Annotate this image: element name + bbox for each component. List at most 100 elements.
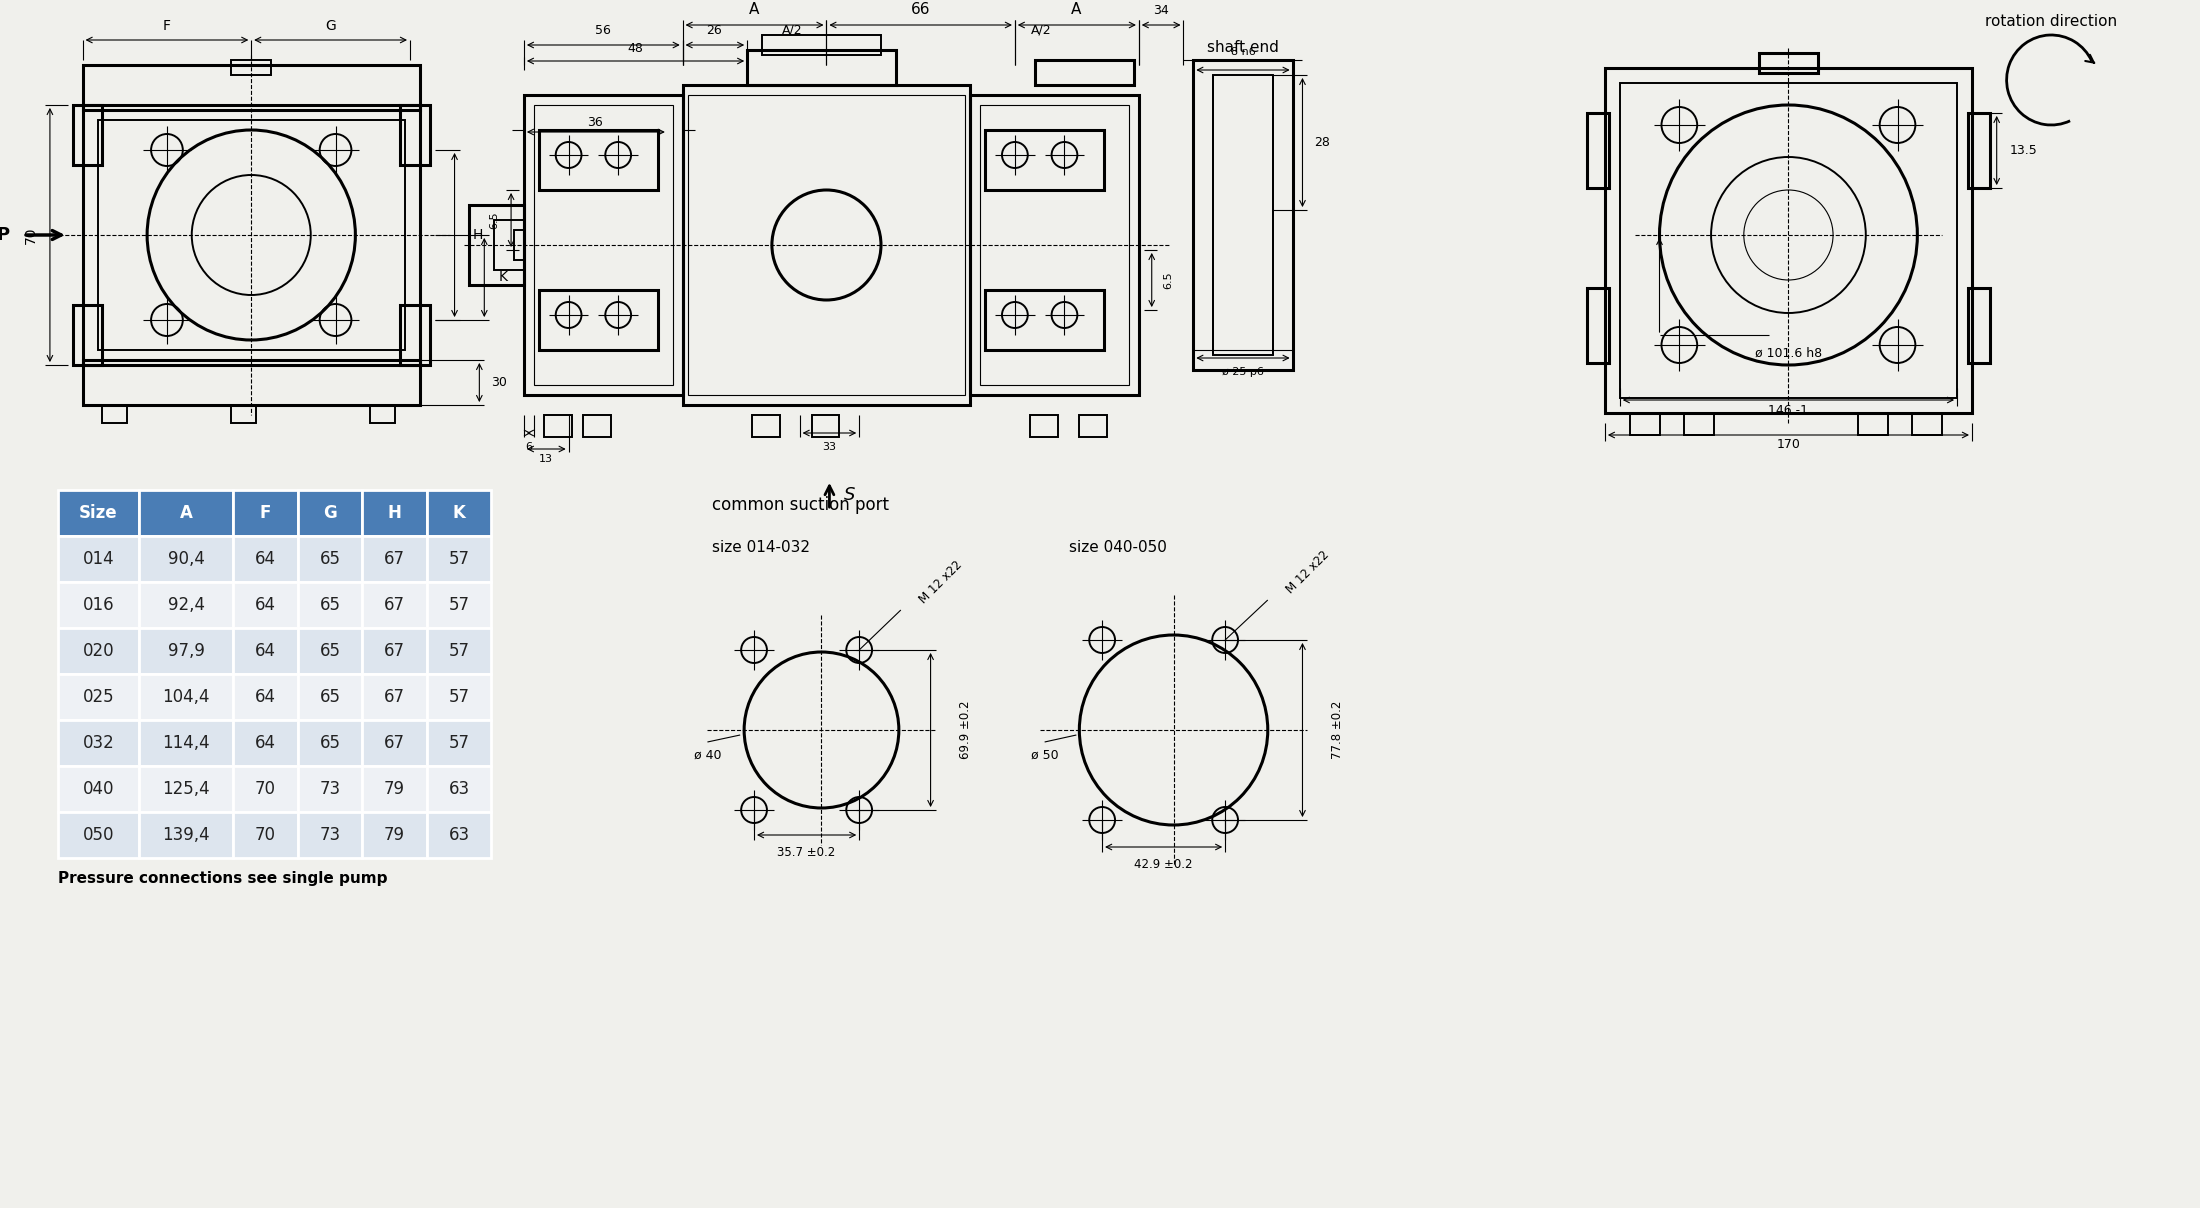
Text: 64: 64 <box>255 596 277 614</box>
Text: ø 50: ø 50 <box>1032 749 1058 761</box>
Text: 13: 13 <box>539 454 552 464</box>
Text: ø 40: ø 40 <box>693 749 722 761</box>
Text: A/2: A/2 <box>1032 23 1052 36</box>
Text: 8 n6: 8 n6 <box>1230 47 1256 57</box>
Text: 6.5: 6.5 <box>488 211 499 228</box>
Bar <box>427 628 491 674</box>
Text: 64: 64 <box>255 734 277 753</box>
Text: 64: 64 <box>255 689 277 705</box>
Bar <box>363 720 427 766</box>
Text: G: G <box>326 19 337 33</box>
Bar <box>761 35 880 56</box>
Text: 67: 67 <box>385 689 405 705</box>
Bar <box>233 582 297 628</box>
Text: 6.5: 6.5 <box>1164 271 1173 289</box>
Bar <box>986 130 1104 190</box>
Text: 70: 70 <box>255 780 277 798</box>
Text: 30: 30 <box>491 377 508 389</box>
Text: 35.7 ±0.2: 35.7 ±0.2 <box>777 846 836 859</box>
Bar <box>233 490 297 536</box>
Bar <box>297 812 363 858</box>
Bar <box>1912 413 1943 435</box>
Text: 104,4: 104,4 <box>163 689 209 705</box>
Text: 77.8 ±0.2: 77.8 ±0.2 <box>1331 701 1344 759</box>
Bar <box>57 582 139 628</box>
Bar <box>297 582 363 628</box>
Text: S: S <box>843 486 856 504</box>
Bar <box>1586 288 1608 362</box>
Bar <box>57 720 139 766</box>
Text: 114,4: 114,4 <box>163 734 209 753</box>
Text: 63: 63 <box>449 826 469 844</box>
Text: 040: 040 <box>84 780 114 798</box>
Bar <box>400 304 429 365</box>
Text: 032: 032 <box>84 734 114 753</box>
Text: 28: 28 <box>1313 135 1331 149</box>
Bar <box>103 405 128 423</box>
Text: 57: 57 <box>449 596 469 614</box>
Bar <box>57 536 139 582</box>
Bar <box>84 105 420 365</box>
Bar <box>370 405 396 423</box>
Text: 13.5: 13.5 <box>2009 144 2037 157</box>
Bar <box>139 490 233 536</box>
Text: 56: 56 <box>596 23 612 36</box>
Bar <box>427 766 491 812</box>
Bar <box>139 674 233 720</box>
Bar <box>363 490 427 536</box>
Bar <box>427 720 491 766</box>
Text: 48: 48 <box>627 41 642 54</box>
Text: P: P <box>0 226 9 244</box>
Text: 97,9: 97,9 <box>167 641 205 660</box>
Text: 014: 014 <box>84 550 114 568</box>
Text: A: A <box>180 504 194 522</box>
Text: 57: 57 <box>449 641 469 660</box>
Bar <box>233 720 297 766</box>
Bar <box>233 674 297 720</box>
Bar <box>297 720 363 766</box>
Text: 64: 64 <box>255 641 277 660</box>
Bar <box>689 95 966 395</box>
Bar <box>57 674 139 720</box>
Text: M 12 x22: M 12 x22 <box>1283 548 1331 596</box>
Text: 146 -1: 146 -1 <box>1769 403 1808 417</box>
Bar <box>57 812 139 858</box>
Text: A/2: A/2 <box>781 23 803 36</box>
Bar <box>1192 60 1294 370</box>
Bar <box>748 50 895 85</box>
Text: 67: 67 <box>385 550 405 568</box>
Text: 65: 65 <box>319 689 341 705</box>
Bar <box>1969 114 1989 188</box>
Text: H: H <box>473 228 482 242</box>
Bar <box>539 130 658 190</box>
Text: 57: 57 <box>449 734 469 753</box>
Bar <box>1630 413 1659 435</box>
Bar <box>469 205 524 285</box>
Bar <box>1685 413 1714 435</box>
Bar <box>970 95 1140 395</box>
Bar <box>1758 53 1817 72</box>
Bar <box>363 812 427 858</box>
Text: G: G <box>323 504 337 522</box>
Bar <box>535 105 673 385</box>
Text: size 040-050: size 040-050 <box>1069 540 1168 556</box>
Bar <box>231 405 255 423</box>
Text: 020: 020 <box>84 641 114 660</box>
Bar <box>363 766 427 812</box>
Bar <box>1030 416 1058 437</box>
Text: 64: 64 <box>255 550 277 568</box>
Text: 79: 79 <box>385 780 405 798</box>
Bar <box>84 65 420 110</box>
Bar <box>57 490 139 536</box>
Text: 73: 73 <box>319 780 341 798</box>
Bar <box>1969 288 1989 362</box>
Bar <box>97 120 405 350</box>
Bar <box>1034 60 1133 85</box>
Text: 125,4: 125,4 <box>163 780 209 798</box>
Bar <box>981 105 1129 385</box>
Bar <box>543 416 572 437</box>
Text: 90,4: 90,4 <box>167 550 205 568</box>
Bar <box>524 95 682 395</box>
Bar <box>297 536 363 582</box>
Text: 67: 67 <box>385 641 405 660</box>
